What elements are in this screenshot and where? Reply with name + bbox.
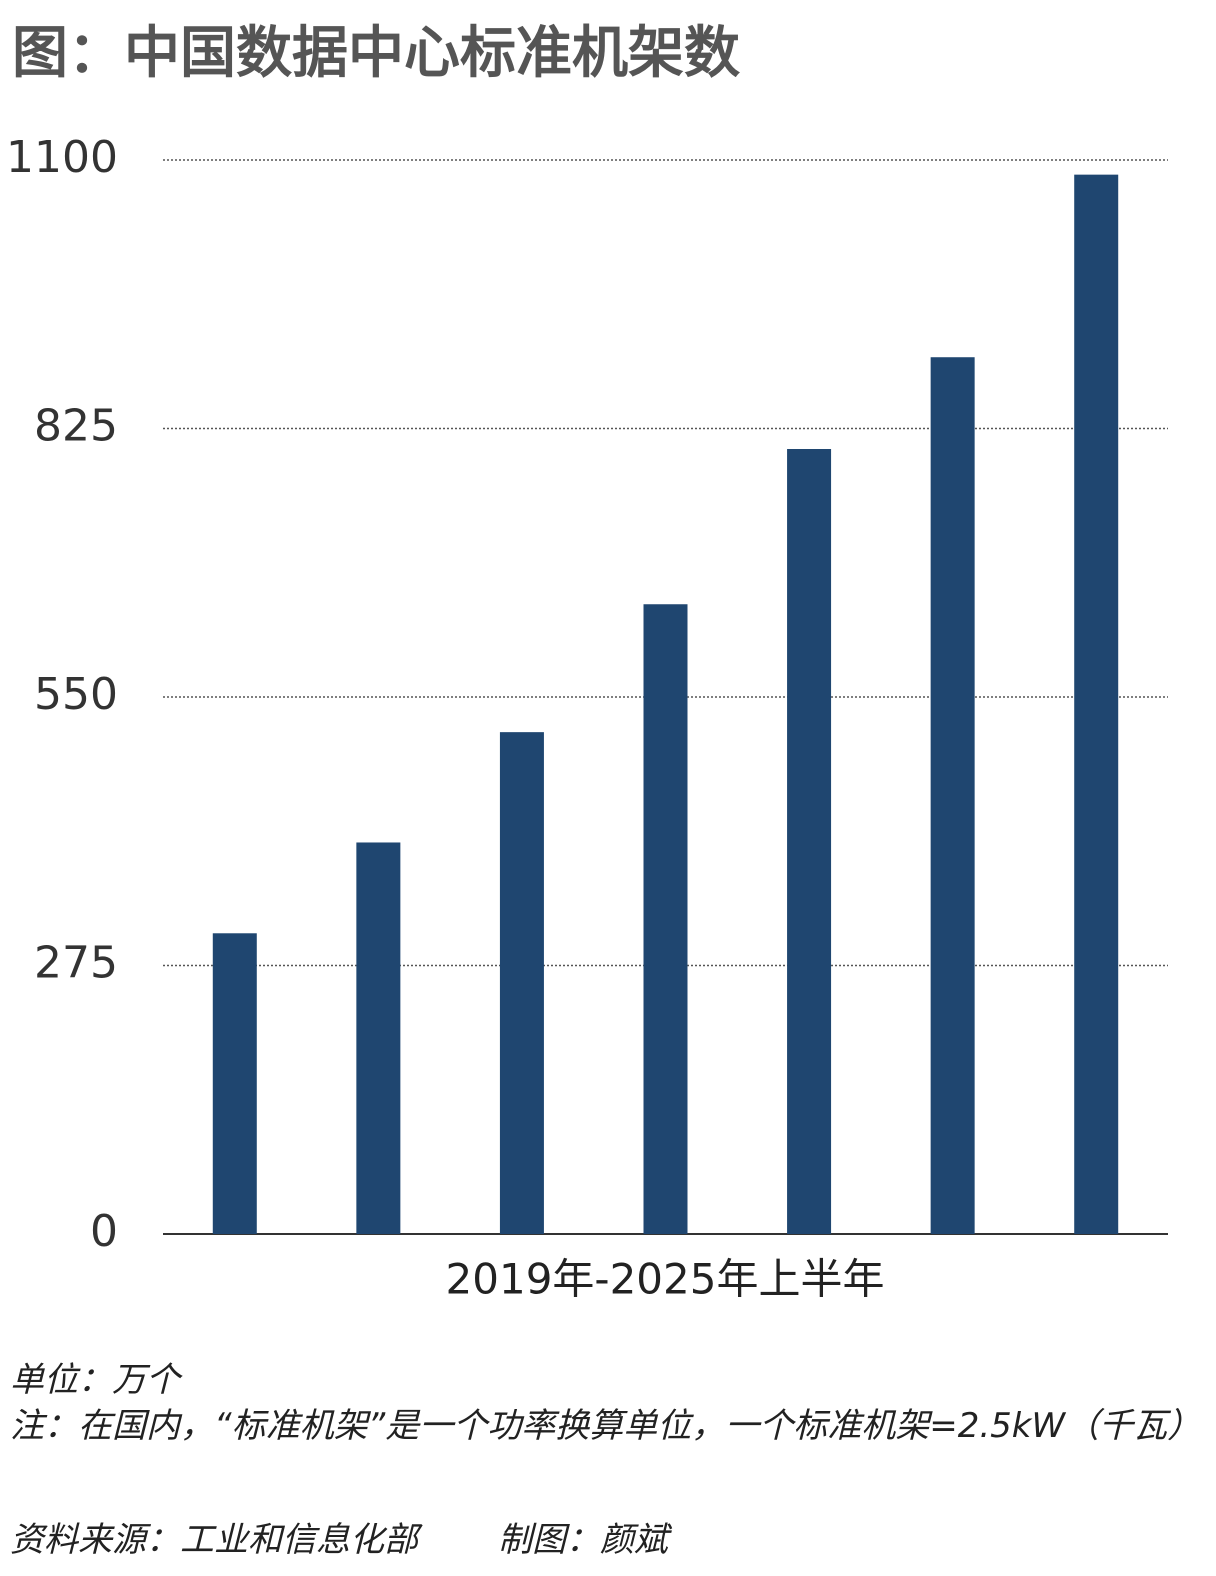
y-tick-label: 550 xyxy=(34,669,118,720)
chart: 2019年-2025年上半年 0 275 550 825 1100 xyxy=(6,132,1168,1304)
y-tick-label: 275 xyxy=(34,938,118,989)
x-axis-label: 2019年-2025年上半年 xyxy=(446,1255,885,1304)
y-tick-label: 825 xyxy=(34,401,118,452)
y-tick-label: 0 xyxy=(90,1206,118,1257)
y-tick-label: 1100 xyxy=(6,132,118,183)
footnote: 注：在国内，“标准机架”是一个功率换算单位，一个标准机架=2.5kW（千瓦） xyxy=(10,1406,1202,1446)
bar xyxy=(212,933,257,1234)
source-text: 资料来源：工业和信息化部 xyxy=(10,1520,418,1560)
unit-note: 单位：万个 xyxy=(10,1360,180,1400)
credit: 制图：颜斌 xyxy=(498,1520,668,1560)
bar xyxy=(499,732,544,1234)
bar xyxy=(643,604,688,1234)
bar xyxy=(930,357,975,1234)
bar xyxy=(787,449,832,1234)
bar xyxy=(1074,174,1119,1234)
source: 资料来源：工业和信息化部 制图：颜斌 xyxy=(10,1518,1210,1562)
bar xyxy=(356,842,401,1234)
chart-title: 图：中国数据中心标准机架数 xyxy=(12,21,740,86)
